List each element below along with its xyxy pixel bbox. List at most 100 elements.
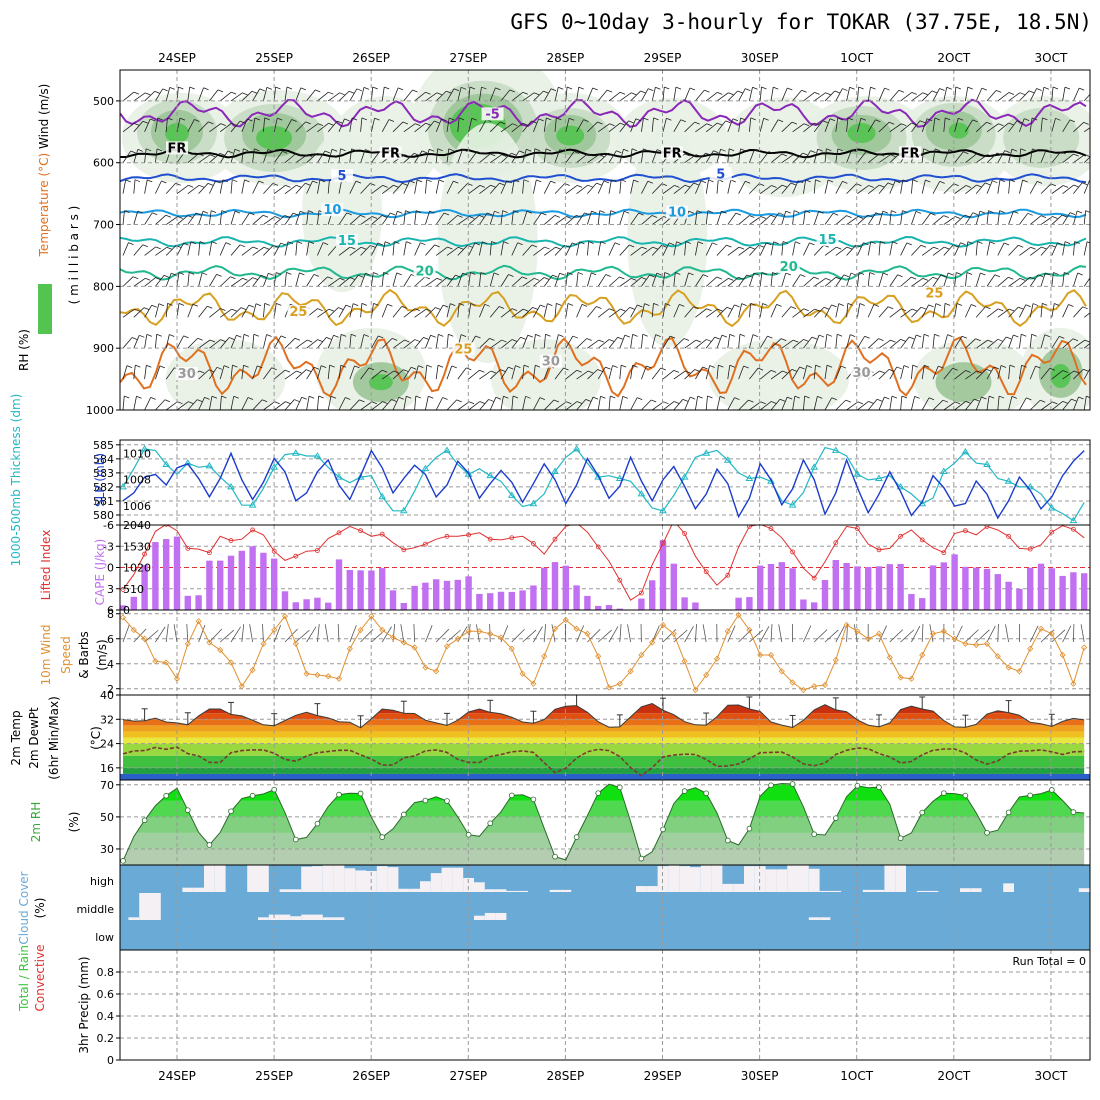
wind-barb xyxy=(965,304,972,318)
wind-barb xyxy=(641,399,652,410)
wind-barb xyxy=(813,244,824,256)
wind-barb-flag xyxy=(574,151,580,154)
rh2m-point xyxy=(919,809,925,816)
wind-barb-flag xyxy=(457,215,463,218)
wind-barb xyxy=(781,182,792,194)
wind-barb xyxy=(1083,277,1090,287)
wind-barb-flag xyxy=(1062,370,1068,373)
wind-barb-flag xyxy=(494,210,500,214)
thickness-point xyxy=(637,489,646,497)
wind-barb-flag xyxy=(404,339,410,343)
wind-barb xyxy=(133,120,144,133)
wind-barb xyxy=(500,89,511,102)
wind-barb xyxy=(1019,148,1022,163)
wind-barb-flag xyxy=(211,395,218,399)
wind-barb-flag xyxy=(567,303,574,306)
wind-barb xyxy=(230,244,241,256)
wind-barb-flag xyxy=(912,179,918,183)
wind-barb-flag xyxy=(232,364,238,368)
wind-barb-flag xyxy=(493,272,500,276)
wind-barb-flag xyxy=(697,395,703,399)
rh-shading xyxy=(847,123,876,144)
wind-barb-flag xyxy=(449,117,455,121)
wind-barb-flag xyxy=(1013,210,1019,214)
wind-barb xyxy=(878,87,885,102)
wind-barb xyxy=(857,86,860,101)
wind-barb xyxy=(1029,215,1042,225)
wind-barb-flag xyxy=(247,118,253,122)
wind-speed-point xyxy=(703,671,710,679)
wind-barb xyxy=(533,334,536,349)
wind-barb xyxy=(381,272,384,287)
wind-barb-flag xyxy=(234,210,241,214)
wind-barb-flag xyxy=(856,183,862,187)
wind-barb-flag xyxy=(489,338,495,341)
wind-barb-flag xyxy=(405,210,411,214)
contour-label: 5 xyxy=(338,169,347,184)
wind-barb xyxy=(641,117,644,132)
wind-barb-flag xyxy=(795,241,801,245)
thickness-point xyxy=(723,456,732,463)
wind-barb-flag xyxy=(163,274,170,278)
temperature-contour xyxy=(120,288,1087,328)
wind-barb xyxy=(533,397,541,410)
wind-barb xyxy=(144,148,147,163)
wind-barb xyxy=(986,180,993,194)
wind10m-barb xyxy=(173,624,178,643)
rh2m-point xyxy=(314,820,321,827)
wind-barb xyxy=(209,274,217,287)
wind-barb-flag xyxy=(768,151,774,155)
wind-barb xyxy=(133,277,146,287)
wind10m-barb xyxy=(835,626,845,643)
wind-barb xyxy=(543,274,553,287)
wind-barb xyxy=(349,365,355,380)
wind-barb xyxy=(759,370,772,380)
wind-barb-flag xyxy=(1042,117,1048,121)
wind-barb xyxy=(522,120,532,133)
wind10m-barb xyxy=(576,625,585,643)
wind-barb xyxy=(943,183,955,194)
wind-barb-flag xyxy=(988,395,995,399)
cloud-bar xyxy=(322,865,334,892)
wind-barb-flag xyxy=(932,276,938,280)
wind-barb xyxy=(803,150,811,163)
wind-barb xyxy=(230,120,241,133)
wind-barb xyxy=(824,118,831,132)
wind-barb-flag xyxy=(827,179,834,183)
wind-barb xyxy=(878,306,889,318)
wind-barb-flag xyxy=(600,395,606,399)
wind-barb xyxy=(381,184,394,194)
wind-barb-flag xyxy=(471,117,477,121)
wind-barb-flag xyxy=(945,117,951,121)
wind-barb-flag xyxy=(675,86,682,90)
wind-barb-flag xyxy=(150,397,156,400)
wind-barb-flag xyxy=(426,364,432,368)
wind-barb xyxy=(338,277,351,287)
ytick-label: 40 xyxy=(100,689,114,702)
wind-barb xyxy=(219,308,232,318)
wind-barb xyxy=(630,148,633,163)
wind-barb xyxy=(187,86,191,101)
wind-barb xyxy=(695,123,708,133)
wind-barb-flag xyxy=(641,277,647,280)
wind-barb-flag xyxy=(1031,117,1038,121)
cloud-bar xyxy=(355,870,366,892)
wind-barb-flag xyxy=(522,91,528,95)
wind-barb-flag xyxy=(622,395,628,399)
wind-barb-flag xyxy=(803,308,809,312)
wind-barb-flag xyxy=(679,304,685,307)
wind-barb xyxy=(695,70,696,71)
wind-speed-point xyxy=(325,673,332,680)
wind-barb-flag xyxy=(213,56,218,58)
wind-barb xyxy=(176,215,188,225)
cloud-bar xyxy=(474,882,485,892)
wind-barb-flag xyxy=(998,123,1004,127)
cloud-bar xyxy=(776,869,788,892)
wind-barb xyxy=(932,148,936,163)
cloud-bar xyxy=(495,912,507,920)
wind-barb xyxy=(792,308,804,318)
cape-bar xyxy=(865,566,872,610)
wind-barb-flag xyxy=(526,210,532,214)
wind-barb-flag xyxy=(734,397,740,401)
